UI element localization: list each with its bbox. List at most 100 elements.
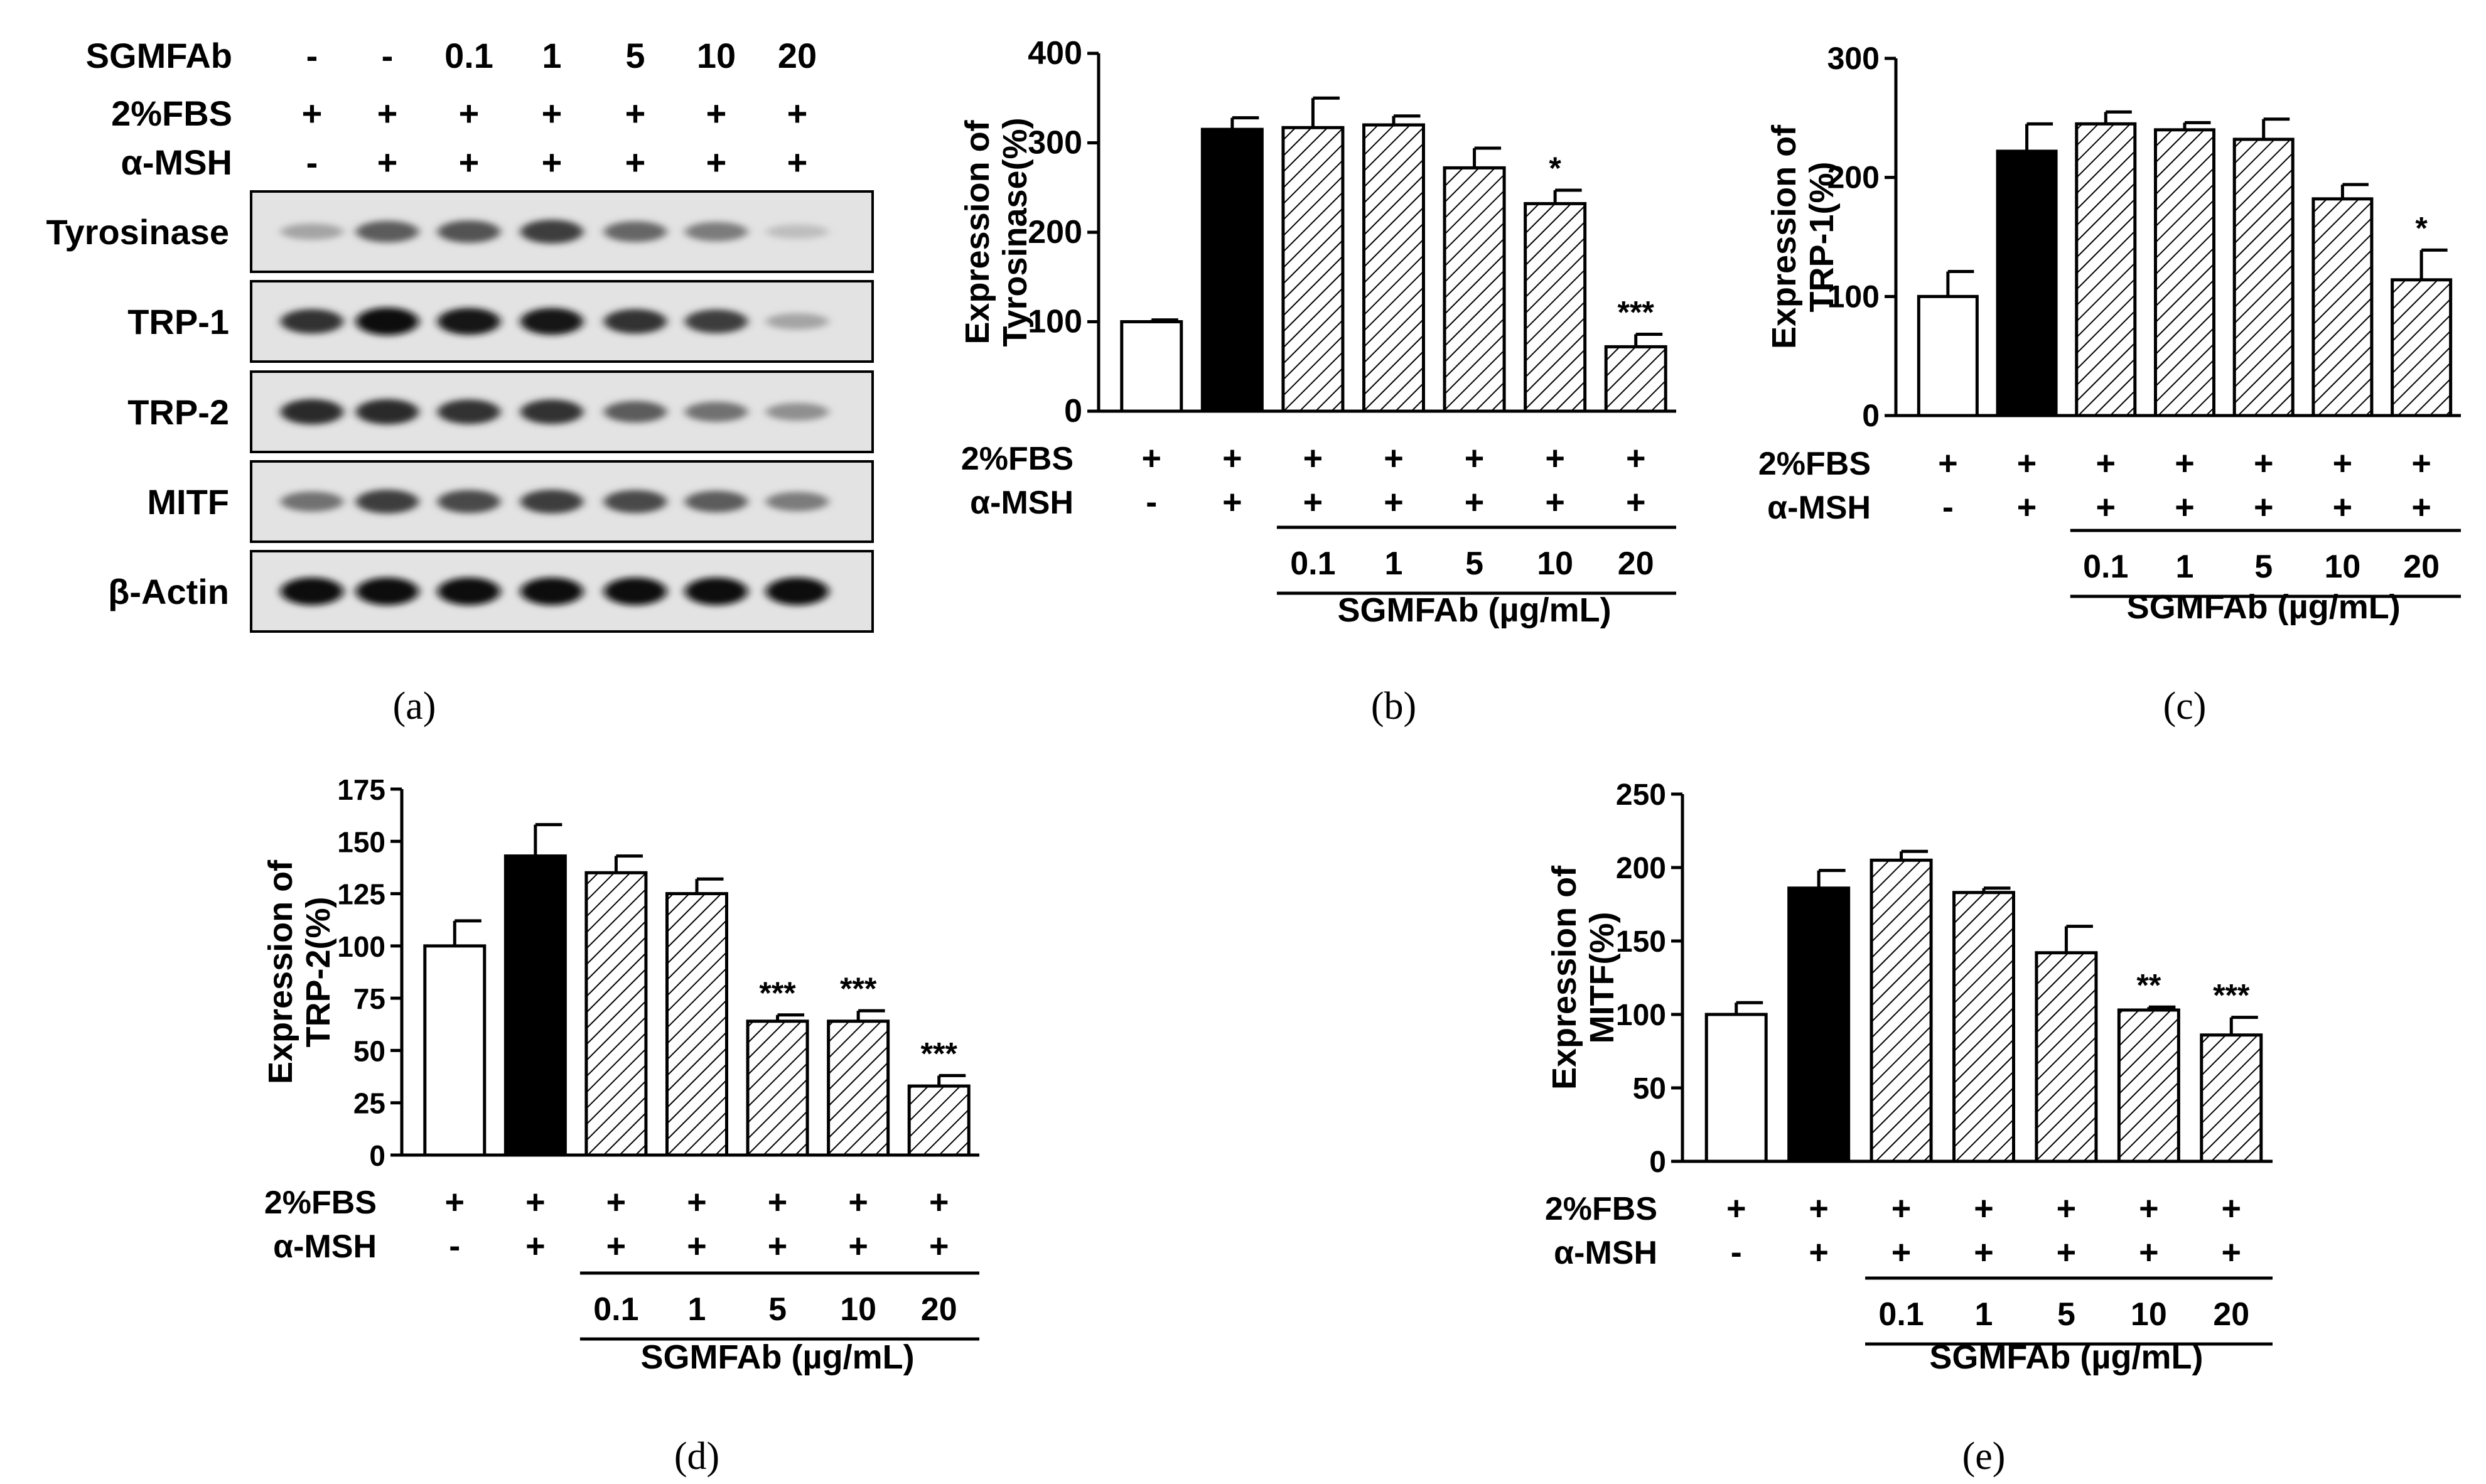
blot-header-value: + xyxy=(377,94,398,133)
y-tick-label: 175 xyxy=(337,773,385,806)
blot-band xyxy=(356,220,419,243)
bar xyxy=(1120,320,1183,413)
fbs-sign: + xyxy=(2096,444,2116,482)
bar xyxy=(2035,951,2098,1163)
row-label-msh: α-MSH xyxy=(1767,490,1871,526)
blot-band xyxy=(766,224,829,239)
blot-band xyxy=(281,492,343,512)
dose-label: 20 xyxy=(2213,1296,2249,1333)
fbs-sign: + xyxy=(1384,439,1404,477)
y-tick-label: 200 xyxy=(1616,852,1666,885)
x-axis-label: SGMFAb (µg/mL) xyxy=(641,1338,915,1376)
blot-header-value: - xyxy=(306,142,318,182)
blot-band xyxy=(766,313,829,330)
msh-sign: + xyxy=(1545,483,1565,521)
bar xyxy=(1524,202,1587,413)
bar xyxy=(1443,166,1506,413)
fbs-sign: + xyxy=(1938,444,1958,482)
fbs-sign: + xyxy=(687,1183,707,1221)
fbs-sign: + xyxy=(1726,1190,1746,1227)
x-axis-label: SGMFAb (µg/mL) xyxy=(2127,588,2401,626)
blot-row-label: MITF xyxy=(147,482,229,522)
dose-label: 0.1 xyxy=(2083,549,2128,585)
y-tick-label: 200 xyxy=(1028,214,1082,250)
fbs-sign: + xyxy=(768,1183,788,1221)
msh-sign: + xyxy=(2254,488,2274,526)
y-axis-label: Expression ofTyrosinase(%) xyxy=(959,117,1034,347)
msh-sign: + xyxy=(606,1227,627,1265)
msh-sign: + xyxy=(1974,1234,1994,1271)
fbs-sign: + xyxy=(445,1183,465,1221)
blot-header-value: - xyxy=(382,36,394,75)
bar xyxy=(1952,891,2015,1163)
blot-header-value: 0.1 xyxy=(444,36,493,75)
x-axis-label: SGMFAb (µg/mL) xyxy=(1929,1338,2203,1376)
y-tick-label: 125 xyxy=(337,878,385,911)
blot-band xyxy=(438,220,500,243)
row-label-msh: α-MSH xyxy=(970,485,1074,521)
blot-header-value: + xyxy=(706,94,727,133)
bar xyxy=(1917,294,1979,417)
dose-label: 1 xyxy=(1385,546,1403,582)
msh-sign: + xyxy=(2057,1234,2077,1271)
blot-band xyxy=(438,578,500,605)
bar xyxy=(584,871,648,1157)
bar xyxy=(1787,886,1851,1163)
blot-band xyxy=(604,401,667,423)
blot-row-label: TRP-1 xyxy=(127,302,229,341)
bar-chart-panel: 0 25 50 75 100 125 150 175 Expression ofTRP-2(%)… xyxy=(262,773,979,1478)
blot-header-value: + xyxy=(377,142,398,182)
y-axis-label-line: Tyrosinase(%) xyxy=(996,117,1034,347)
blot-band xyxy=(520,308,583,335)
fbs-sign: + xyxy=(2333,444,2353,482)
blot-row-label: TRP-2 xyxy=(127,392,229,432)
panel-caption: (c) xyxy=(2163,685,2207,728)
y-axis-label-line: Expression of xyxy=(1765,124,1803,349)
significance-marker: *** xyxy=(759,976,796,1011)
blot-header-label: α-MSH xyxy=(121,142,232,182)
fbs-sign: + xyxy=(2254,444,2274,482)
msh-sign: + xyxy=(1222,483,1242,521)
fbs-sign: + xyxy=(1809,1190,1829,1227)
bar-chart-panel: 0 100 200 300 400 Expression ofTyrosinase(%) *… xyxy=(959,35,1676,728)
blot-header-value: - xyxy=(306,36,318,75)
fbs-sign: + xyxy=(1303,439,1323,477)
y-tick-label: 25 xyxy=(353,1087,385,1120)
dose-label: 10 xyxy=(840,1291,876,1328)
fbs-sign: + xyxy=(1142,439,1162,477)
blot-band xyxy=(356,490,419,513)
y-tick-label: 0 xyxy=(1862,398,1880,433)
blot-band xyxy=(520,220,583,244)
msh-sign: + xyxy=(1384,483,1404,521)
panel-caption: (e) xyxy=(1962,1435,2006,1478)
bar xyxy=(1704,1013,1768,1163)
significance-marker: *** xyxy=(921,1036,958,1071)
fbs-sign: + xyxy=(2017,444,2037,482)
row-label-fbs: 2%FBS xyxy=(961,441,1074,477)
y-axis-label-line: Expression of xyxy=(262,859,299,1084)
bar xyxy=(423,944,487,1157)
y-axis-label-line: TRP-2(%) xyxy=(299,897,337,1048)
bar xyxy=(1362,123,1425,413)
blot-header-value: + xyxy=(459,142,480,182)
row-label-fbs: 2%FBS xyxy=(1545,1191,1657,1227)
msh-sign: + xyxy=(848,1227,868,1265)
y-axis-label: Expression ofTRP-2(%) xyxy=(262,859,337,1084)
western-blot-panel: SGMFAb - - 0.1 1 5 10 20 2%FBS + + + + + + + α-MSH - + + + + +… xyxy=(46,36,874,728)
y-tick-label: 100 xyxy=(1827,279,1880,314)
fbs-sign: + xyxy=(2057,1190,2077,1227)
fbs-sign: + xyxy=(1626,439,1646,477)
blot-band xyxy=(520,490,583,513)
dose-label: 1 xyxy=(688,1291,706,1328)
dose-label: 10 xyxy=(1537,546,1573,582)
significance-marker: * xyxy=(2415,210,2428,245)
bar xyxy=(2154,128,2215,417)
msh-sign: - xyxy=(1146,483,1157,521)
msh-sign: + xyxy=(2222,1234,2242,1271)
blot-header-value: + xyxy=(625,142,646,182)
bar xyxy=(2311,197,2374,417)
dose-label: 20 xyxy=(1618,546,1654,582)
blot-band xyxy=(685,402,748,422)
fbs-sign: + xyxy=(1545,439,1565,477)
blot-band xyxy=(604,490,667,513)
